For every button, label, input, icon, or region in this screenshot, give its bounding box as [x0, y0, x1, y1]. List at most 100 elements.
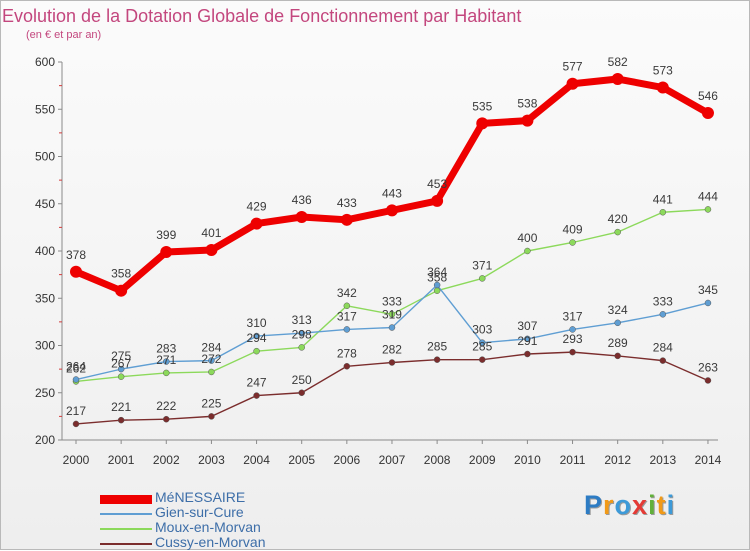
data-point	[295, 210, 308, 223]
x-tick-label: 2014	[695, 453, 722, 467]
data-label: 409	[563, 222, 583, 236]
data-point	[479, 339, 486, 346]
data-point	[343, 363, 351, 370]
logo-letter: P	[584, 490, 604, 520]
logo-letter: i	[648, 490, 657, 520]
data-point	[298, 329, 305, 337]
data-label: 307	[517, 319, 537, 333]
y-tick-label: 600	[35, 55, 55, 69]
data-point	[431, 194, 444, 207]
x-tick-label: 2011	[560, 453, 586, 467]
data-label: 317	[337, 309, 357, 323]
data-point	[614, 352, 621, 360]
data-point	[72, 376, 80, 383]
data-label: 400	[517, 231, 537, 245]
data-point	[479, 356, 486, 363]
proxiti-logo: Proxiti	[584, 490, 675, 521]
data-point	[704, 377, 712, 384]
data-point	[656, 81, 669, 94]
data-point	[701, 107, 714, 120]
logo-letter: x	[632, 490, 649, 520]
data-label: 358	[111, 267, 131, 281]
y-tick-label: 450	[35, 197, 55, 211]
data-label: 247	[247, 376, 267, 390]
data-label: 285	[427, 340, 447, 354]
data-point	[160, 245, 173, 258]
x-tick-label: 2005	[288, 453, 315, 467]
data-label: 342	[337, 286, 357, 300]
data-point	[385, 204, 398, 217]
data-label: 441	[653, 192, 673, 206]
data-label: 429	[247, 200, 267, 214]
data-point	[253, 347, 260, 355]
data-label: 538	[517, 97, 537, 111]
data-point	[433, 356, 441, 363]
data-label: 264	[66, 360, 86, 374]
data-point	[205, 244, 218, 257]
data-label: 250	[292, 373, 312, 387]
data-point	[253, 332, 260, 340]
data-label: 577	[563, 60, 583, 74]
data-point	[115, 284, 128, 297]
y-tick-label: 300	[35, 339, 55, 353]
data-label: 371	[472, 258, 492, 272]
data-point	[343, 302, 351, 310]
logo-letter: i	[666, 490, 676, 520]
x-tick-label: 2013	[649, 453, 676, 467]
x-tick-label: 2009	[469, 453, 496, 467]
legend-swatch	[100, 513, 152, 515]
data-point	[250, 217, 263, 230]
data-label: 293	[563, 332, 583, 346]
data-point	[614, 319, 621, 327]
data-point	[659, 209, 667, 216]
data-point	[433, 287, 441, 294]
x-tick-label: 2007	[379, 453, 406, 467]
legend-swatch	[100, 494, 152, 504]
data-point	[476, 117, 489, 130]
data-label: 444	[698, 189, 718, 203]
data-point	[208, 368, 215, 376]
data-label: 291	[517, 334, 537, 348]
data-label: 267	[111, 357, 131, 371]
data-label: 378	[66, 248, 86, 262]
data-point	[704, 206, 712, 213]
data-point	[298, 344, 305, 351]
data-point	[569, 326, 576, 333]
data-label: 310	[247, 316, 267, 330]
y-tick-label: 400	[35, 244, 55, 258]
data-label: 313	[292, 313, 312, 327]
x-tick-label: 2004	[243, 453, 270, 467]
data-label: 217	[66, 404, 86, 418]
data-label: 221	[111, 400, 131, 414]
x-tick-label: 2003	[198, 453, 225, 467]
data-label: 401	[201, 226, 221, 240]
y-tick-label: 200	[35, 433, 55, 447]
data-point	[659, 311, 667, 318]
chart-title: Evolution de la Dotation Globale de Fonc…	[2, 6, 522, 26]
data-point	[72, 420, 80, 428]
data-label: 443	[382, 186, 402, 200]
logo-letter: t	[656, 490, 667, 520]
data-point	[117, 365, 125, 373]
data-label: 222	[156, 399, 176, 413]
data-point	[163, 358, 170, 365]
data-point	[521, 114, 534, 127]
data-label: 324	[608, 303, 628, 317]
data-label: 284	[201, 341, 221, 355]
x-tick-label: 2010	[514, 453, 541, 467]
data-label: 317	[563, 309, 583, 323]
data-label: 272	[201, 352, 221, 366]
data-point	[117, 416, 125, 424]
legend-label: Moux-en-Morvan	[155, 519, 261, 535]
y-tick-label: 350	[35, 291, 55, 305]
data-point	[388, 311, 396, 318]
data-label: 333	[382, 294, 402, 308]
data-label: 333	[653, 294, 673, 308]
data-label: 298	[292, 327, 312, 341]
y-tick-label: 250	[35, 386, 55, 400]
data-point	[117, 373, 125, 380]
legend-swatch	[100, 528, 152, 530]
data-point	[614, 228, 621, 236]
